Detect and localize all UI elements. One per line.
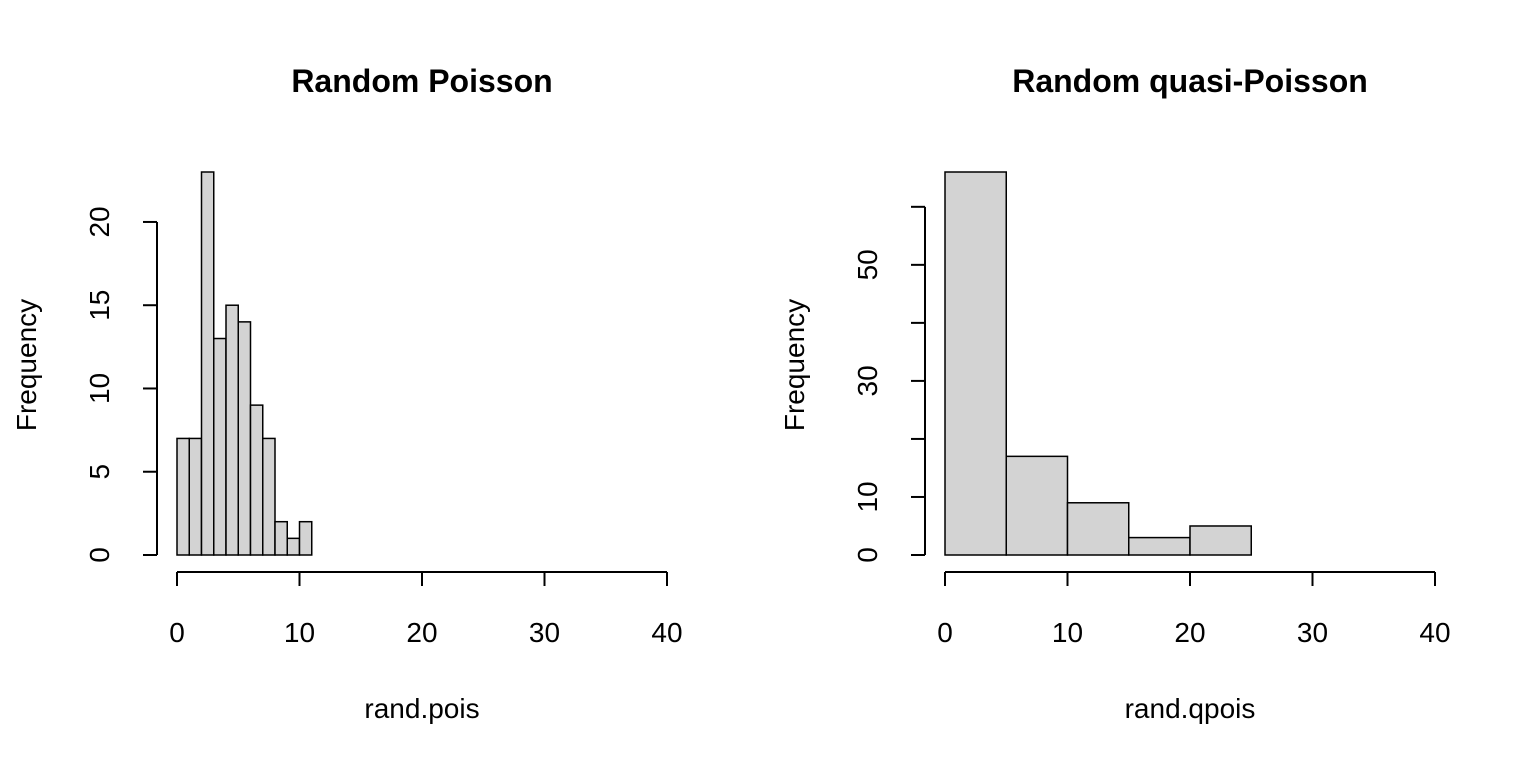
y-tick-label: 30 [852, 365, 883, 396]
x-tick-label: 10 [284, 617, 315, 648]
histogram-bar-3 [213, 337, 227, 556]
y-tick-label: 10 [852, 481, 883, 512]
x-tick-label: 30 [1297, 617, 1328, 648]
bars [944, 171, 1252, 556]
x-tick-label: 40 [651, 617, 682, 648]
y-tick-label: 20 [84, 206, 115, 237]
x-tick-label: 20 [406, 617, 437, 648]
histogram-bar-1 [1005, 455, 1069, 556]
histogram-bar-5 [237, 321, 252, 556]
y-tick-label: 15 [84, 290, 115, 321]
x-tick-label: 30 [529, 617, 560, 648]
y-axis-label: Frequency [779, 299, 810, 431]
histogram-bar-4 [225, 304, 239, 556]
histogram-bar-6 [249, 404, 264, 556]
y-axis: 0 10 30 50 [852, 205, 926, 563]
y-axis: 0 5 10 15 20 [84, 206, 158, 563]
histogram-bar-0 [176, 437, 190, 556]
histogram-bar-3 [1128, 536, 1191, 556]
histogram-bar-1 [188, 437, 203, 556]
bars [176, 171, 313, 556]
histogram-panel-quasi-poisson: Random quasi-Poisson rand.qpois Frequenc… [779, 63, 1451, 724]
x-axis-label: rand.qpois [1125, 693, 1256, 724]
y-tick-label: 10 [84, 373, 115, 404]
y-tick-label: 50 [852, 249, 883, 280]
histogram-bar-2 [1066, 502, 1130, 556]
x-tick-label: 20 [1174, 617, 1205, 648]
histogram-bar-4 [1189, 525, 1252, 556]
histogram-bar-7 [262, 437, 276, 556]
x-tick-label: 0 [937, 617, 953, 648]
histogram-bar-9 [286, 537, 301, 556]
x-tick-label: 10 [1052, 617, 1083, 648]
x-tick-label: 40 [1419, 617, 1450, 648]
histogram-panel-poisson: Random Poisson rand.pois Frequency 0 10 20… [11, 63, 683, 724]
x-axis-label: rand.pois [364, 693, 479, 724]
x-axis: 0 10 20 30 40 [169, 571, 683, 648]
y-tick-label: 0 [852, 547, 883, 563]
y-tick-label: 5 [84, 464, 115, 480]
x-tick-label: 0 [169, 617, 185, 648]
y-tick-label: 0 [84, 547, 115, 563]
chart-title: Random Poisson [291, 63, 552, 99]
histogram-bar-0 [944, 171, 1007, 556]
histogram-bar-8 [274, 520, 288, 556]
x-axis: 0 10 20 30 40 [937, 571, 1451, 648]
chart-title: Random quasi-Poisson [1012, 63, 1368, 99]
y-axis-label: Frequency [11, 299, 42, 431]
histogram-bar-10 [298, 520, 313, 556]
histogram-bar-2 [200, 171, 215, 556]
